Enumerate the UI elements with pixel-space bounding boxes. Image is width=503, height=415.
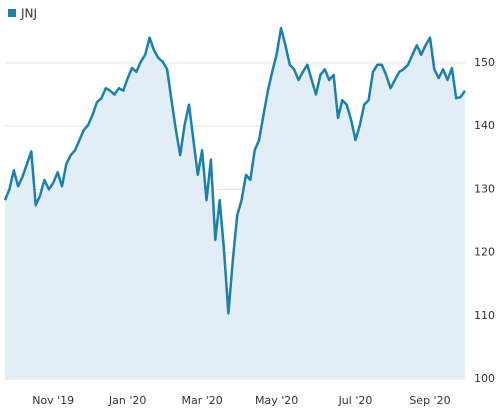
y-tick-label: 100 — [474, 372, 495, 385]
area — [5, 28, 465, 379]
x-tick-label: May '20 — [255, 394, 298, 407]
x-tick-label: Jan '20 — [108, 394, 146, 407]
legend-swatch — [8, 9, 16, 17]
line — [3, 26, 467, 315]
y-tick-label: 150 — [474, 56, 495, 69]
x-tick-label: Jul '20 — [338, 394, 373, 407]
y-tick-label: 120 — [474, 246, 495, 259]
y-tick-label: 140 — [474, 119, 495, 132]
x-tick-label: Sep '20 — [409, 394, 450, 407]
y-tick-label: 130 — [474, 182, 495, 195]
x-tick-label: Mar '20 — [182, 394, 223, 407]
legend-label: JNJ — [20, 7, 37, 21]
y-tick-label: 110 — [474, 309, 495, 322]
x-tick-label: Nov '19 — [32, 394, 74, 407]
